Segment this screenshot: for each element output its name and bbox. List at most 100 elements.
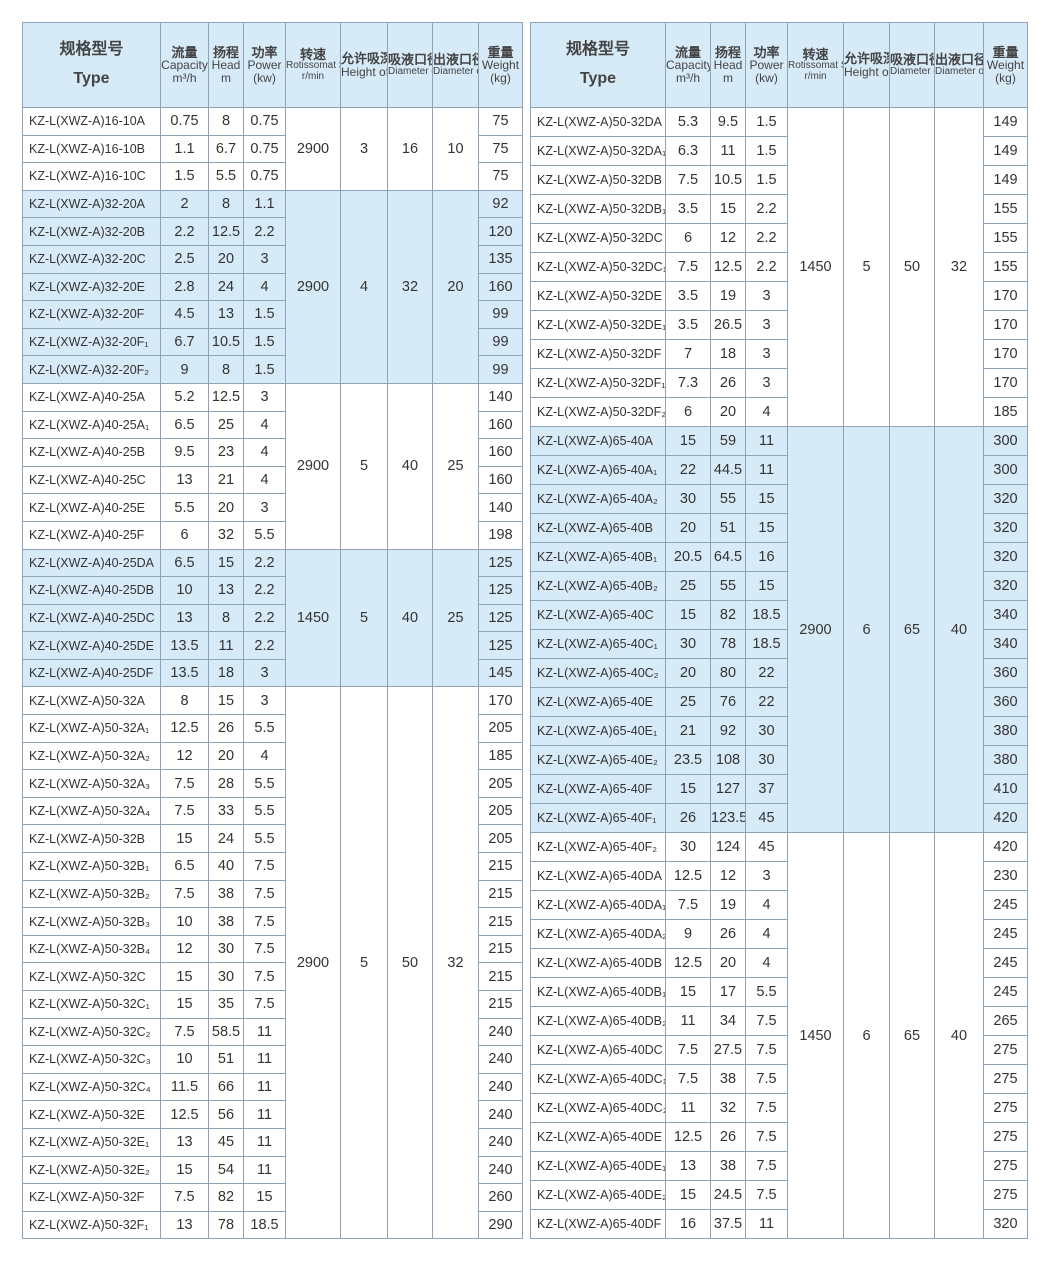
head: 8 [208,355,244,384]
power: 1.5 [745,107,788,137]
capacity: 7 [665,339,711,369]
weight: 160 [478,272,523,302]
header-capacity: 流量 Capacity m³/h [160,22,209,108]
capacity: 4.5 [160,300,209,329]
power: 11 [745,455,788,485]
model-type: KZ-L(XWZ-A)65-40DE₂ [530,1180,666,1210]
capacity: 15 [665,1180,711,1210]
model-type: KZ-L(XWZ-A)65-40E [530,687,666,717]
header-cap_cn: 流量 [674,44,701,60]
power: 3 [745,368,788,398]
header-outlet_en: Diameter of Outlet [935,65,984,77]
model-type: KZ-L(XWZ-A)40-25E [22,493,161,522]
model-type: KZ-L(XWZ-A)40-25DA [22,548,161,578]
power: 3 [745,861,788,891]
model-type: KZ-L(XWZ-A)65-40C [530,600,666,630]
capacity: 7.5 [665,165,711,195]
head: 34 [710,1006,746,1036]
head: 10.5 [208,327,244,357]
header-speed_cn: 转速 [802,46,829,62]
power: 5.5 [243,796,286,826]
header-weight_unit: (kg) [490,70,511,85]
weight: 170 [983,339,1028,369]
weight: 120 [478,217,523,246]
model-type: KZ-L(XWZ-A)50-32E₂ [22,1155,161,1185]
power: 7.5 [243,852,286,881]
capacity: 7.5 [665,1035,711,1065]
weight: 205 [478,769,523,798]
head: 20 [208,244,244,274]
power: 7.5 [745,1122,788,1152]
head: 19 [710,281,746,311]
head: 24 [208,824,244,854]
speed-cell: 1450 [285,548,341,688]
model-type: KZ-L(XWZ-A)40-25B [22,438,161,467]
power: 1.5 [243,327,286,357]
model-type: KZ-L(XWZ-A)65-40F₁ [530,803,666,833]
head: 20 [208,493,244,522]
power: 22 [745,687,788,717]
head: 51 [208,1045,244,1074]
model-type: KZ-L(XWZ-A)50-32DA [530,107,666,137]
table-row: KZ-L(XWZ-A)50-32C 15 30 7.5 215 [22,962,523,991]
table-row: KZ-L(XWZ-A)50-32A₁ 12.5 26 5.5 205 [22,714,523,743]
capacity: 12 [160,934,209,964]
head: 9.5 [710,107,746,137]
table-row: KZ-L(XWZ-A)50-32DF₂ 6 20 4 185 [530,397,1028,427]
head: 82 [710,600,746,630]
header-inlet_en: Diameter of Inlet [388,65,432,77]
head: 59 [710,426,746,456]
capacity: 13 [160,603,209,633]
weight: 230 [983,861,1028,891]
weight: 240 [478,1100,523,1129]
head: 20 [710,397,746,427]
outlet-cell: 25 [432,548,479,688]
head: 108 [710,745,746,775]
weight: 149 [983,107,1028,137]
header-height_en: Height of Suciton [844,64,889,79]
weight: 320 [983,542,1028,572]
head: 54 [208,1155,244,1185]
capacity: 15 [665,600,711,630]
weight: 170 [983,281,1028,311]
capacity: 15 [160,962,209,991]
power: 15 [745,513,788,543]
weight: 170 [478,686,523,716]
model-type: KZ-L(XWZ-A)50-32DB₁ [530,194,666,224]
header-power_cn: 功率 [753,44,780,60]
model-type: KZ-L(XWZ-A)50-32F [22,1183,161,1212]
model-type: KZ-L(XWZ-A)65-40B₁ [530,542,666,572]
head: 12.5 [208,217,244,246]
header-cap_cn: 流量 [171,44,198,60]
head: 12.5 [208,382,244,412]
power: 7.5 [243,990,286,1019]
header-height_cn: 允许吸深 [341,50,387,66]
header-height_cn: 允许吸深 [844,50,889,66]
header-head_cn: 扬程 [714,44,741,60]
header-cap_unit: m³/h [676,70,700,85]
model-type: KZ-L(XWZ-A)65-40DE₁ [530,1151,666,1181]
weight: 265 [983,1006,1028,1036]
capacity: 12.5 [665,948,711,978]
weight: 275 [983,1035,1028,1065]
header-speed_unit: r/min [804,70,827,82]
model-type: KZ-L(XWZ-A)50-32DE₁ [530,310,666,340]
header-speed_en: Rotissomat Speed [286,60,340,72]
capacity: 23.5 [665,745,711,775]
weight: 240 [478,1155,523,1185]
header-weight: 重量 Weight (kg) [478,22,523,108]
model-type: KZ-L(XWZ-A)50-32DF [530,339,666,369]
weight: 155 [983,252,1028,282]
head: 38 [710,1151,746,1181]
capacity: 10 [160,1045,209,1074]
power: 16 [745,542,788,572]
model-type: KZ-L(XWZ-A)50-32A₁ [22,714,161,743]
power: 45 [745,803,788,833]
weight: 320 [983,1209,1028,1239]
table-row: KZ-L(XWZ-A)65-40E₁ 21 92 30 380 [530,716,1028,746]
model-type: KZ-L(XWZ-A)50-32A₃ [22,769,161,798]
power: 18.5 [745,600,788,630]
header-weight_en: Weight [481,58,520,73]
power: 2.2 [745,194,788,224]
capacity: 7.5 [665,252,711,282]
